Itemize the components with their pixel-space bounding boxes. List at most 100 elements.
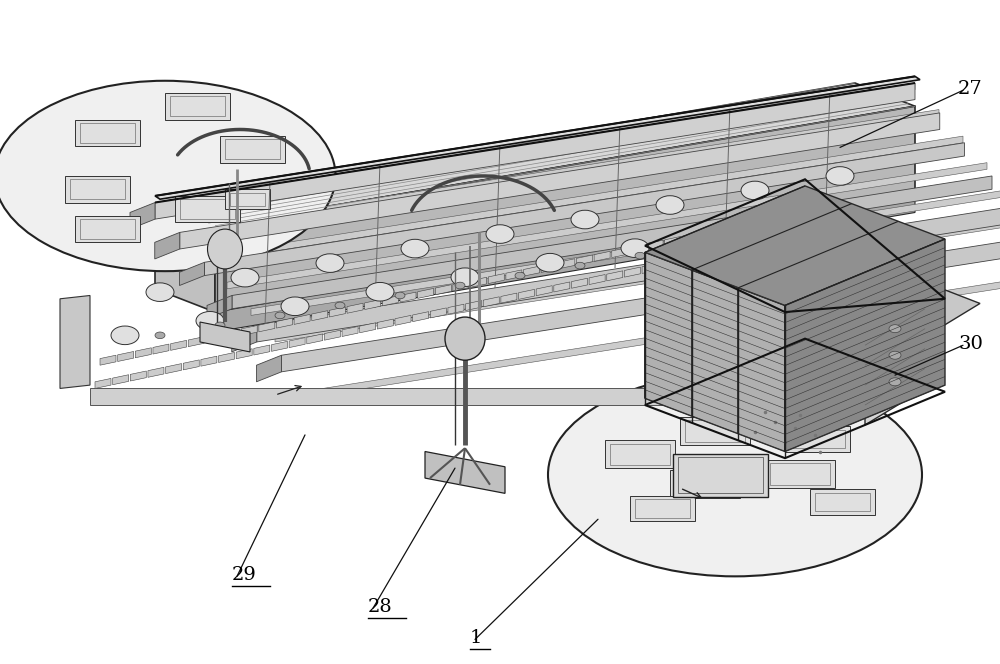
Ellipse shape: [548, 373, 922, 576]
Polygon shape: [188, 337, 204, 347]
Bar: [678, 457, 763, 493]
Bar: [685, 420, 745, 442]
Polygon shape: [645, 252, 785, 452]
Circle shape: [401, 239, 429, 258]
Polygon shape: [276, 318, 292, 328]
Polygon shape: [215, 106, 915, 312]
Polygon shape: [430, 308, 446, 318]
Bar: [670, 470, 740, 498]
Polygon shape: [130, 203, 155, 229]
Bar: [675, 473, 735, 495]
Bar: [80, 219, 135, 239]
Polygon shape: [453, 281, 469, 291]
Polygon shape: [342, 327, 358, 337]
Circle shape: [889, 351, 901, 359]
Polygon shape: [624, 267, 640, 277]
Bar: [230, 193, 265, 206]
Polygon shape: [865, 282, 925, 425]
Bar: [70, 179, 125, 199]
Polygon shape: [183, 360, 199, 370]
Bar: [225, 139, 280, 159]
Polygon shape: [448, 304, 464, 314]
Polygon shape: [254, 345, 270, 355]
Polygon shape: [259, 322, 275, 332]
Circle shape: [536, 254, 564, 272]
Bar: [610, 444, 670, 465]
Polygon shape: [60, 295, 90, 388]
Bar: [630, 496, 695, 521]
Circle shape: [231, 268, 259, 287]
Polygon shape: [589, 274, 605, 285]
Circle shape: [335, 302, 345, 309]
Polygon shape: [95, 378, 111, 388]
Polygon shape: [271, 341, 287, 351]
Polygon shape: [155, 203, 215, 312]
Polygon shape: [155, 83, 915, 219]
Circle shape: [695, 242, 705, 249]
Polygon shape: [118, 351, 134, 361]
Polygon shape: [594, 251, 610, 262]
Circle shape: [275, 312, 285, 319]
Polygon shape: [466, 301, 482, 311]
Circle shape: [146, 283, 174, 301]
Polygon shape: [554, 282, 570, 292]
Circle shape: [486, 224, 514, 243]
Polygon shape: [219, 353, 235, 363]
Polygon shape: [418, 288, 434, 298]
Bar: [170, 96, 225, 116]
Circle shape: [755, 232, 765, 239]
Circle shape: [815, 222, 825, 229]
Polygon shape: [180, 262, 205, 286]
Polygon shape: [329, 307, 345, 317]
Polygon shape: [629, 244, 645, 254]
Polygon shape: [100, 355, 116, 365]
Bar: [790, 430, 845, 448]
Bar: [220, 136, 285, 163]
Circle shape: [621, 239, 649, 258]
Polygon shape: [275, 216, 1000, 342]
Polygon shape: [307, 334, 323, 344]
Polygon shape: [471, 278, 487, 288]
Polygon shape: [113, 374, 129, 384]
Circle shape: [791, 210, 819, 228]
Polygon shape: [607, 271, 623, 281]
Text: 28: 28: [368, 598, 393, 616]
Ellipse shape: [208, 229, 242, 269]
Polygon shape: [205, 143, 964, 276]
Polygon shape: [571, 278, 587, 288]
Polygon shape: [148, 367, 164, 377]
Circle shape: [215, 322, 225, 329]
Polygon shape: [559, 259, 575, 269]
Polygon shape: [153, 344, 169, 354]
Polygon shape: [785, 239, 945, 452]
Polygon shape: [700, 229, 716, 239]
Polygon shape: [519, 290, 535, 299]
Polygon shape: [365, 299, 381, 309]
Polygon shape: [251, 189, 1000, 315]
Polygon shape: [488, 274, 504, 284]
Text: 30: 30: [958, 335, 983, 353]
Polygon shape: [377, 319, 393, 329]
Polygon shape: [660, 260, 676, 270]
Circle shape: [515, 272, 525, 279]
Polygon shape: [425, 452, 505, 493]
Polygon shape: [695, 252, 711, 262]
Text: 27: 27: [958, 80, 983, 98]
Circle shape: [366, 282, 394, 301]
Circle shape: [155, 332, 165, 339]
Polygon shape: [524, 266, 540, 276]
Polygon shape: [155, 232, 180, 259]
Polygon shape: [256, 355, 282, 382]
Polygon shape: [645, 186, 945, 305]
Circle shape: [316, 254, 344, 272]
Polygon shape: [130, 371, 146, 381]
Polygon shape: [400, 292, 416, 302]
Polygon shape: [201, 356, 217, 366]
Ellipse shape: [445, 317, 485, 360]
Polygon shape: [166, 364, 182, 374]
Polygon shape: [677, 256, 693, 266]
Bar: [815, 493, 870, 511]
Polygon shape: [282, 236, 1000, 372]
Circle shape: [889, 378, 901, 386]
Polygon shape: [382, 296, 398, 306]
